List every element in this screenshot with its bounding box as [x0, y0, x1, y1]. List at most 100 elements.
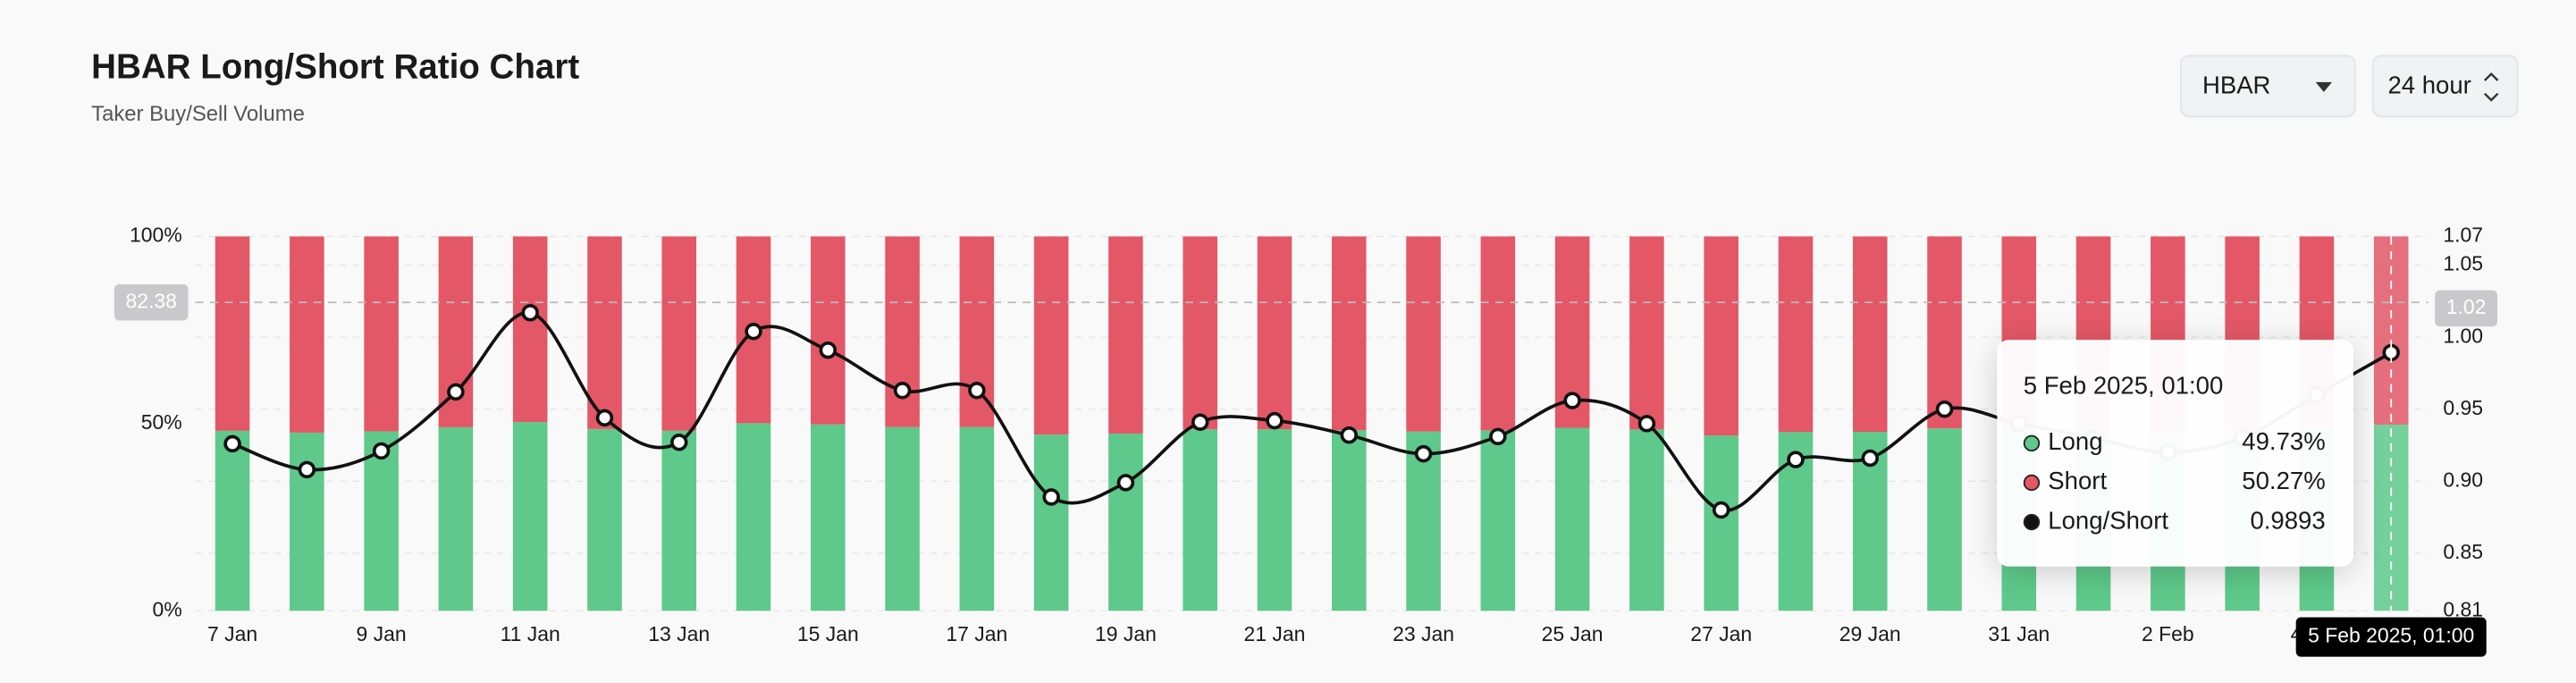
- bar-segment: [1033, 236, 1069, 435]
- ratio-point: [521, 304, 539, 322]
- y2-tick-label: 1.05: [2443, 252, 2483, 275]
- bar-segment: [736, 423, 771, 611]
- tooltip: 5 Feb 2025, 01:00 Long 49.73% Short 50.27% Lo…: [1997, 340, 2353, 567]
- bar-segment: [1480, 236, 1516, 431]
- symbol-select[interactable]: HBAR: [2180, 55, 2356, 118]
- bar-segment: [512, 236, 548, 423]
- tooltip-value: 50.27%: [2242, 467, 2325, 494]
- ratio-point: [968, 382, 986, 400]
- bar-segment: [290, 432, 324, 611]
- x-tick-label: 21 Jan: [1244, 622, 1306, 645]
- bar-segment: [811, 424, 846, 611]
- bar-segment: [1108, 236, 1143, 434]
- bar-segment: [1183, 236, 1217, 430]
- x-tick-label: 15 Jan: [797, 622, 859, 645]
- tooltip-swatch: [2023, 434, 2041, 452]
- bar-segment: [1629, 429, 1664, 611]
- tooltip-series-name: Long/Short: [2048, 506, 2168, 534]
- bar-segment: [587, 428, 622, 611]
- bar-segment: [1406, 236, 1441, 432]
- tooltip-series-name: Short: [2048, 467, 2107, 494]
- ratio-point: [1191, 413, 1209, 431]
- bar-segment: [661, 236, 697, 431]
- ratio-point: [1935, 400, 1954, 418]
- x-tick-label: 19 Jan: [1095, 622, 1157, 645]
- tooltip-series-name: Long: [2048, 427, 2102, 455]
- bar-segment: [1033, 434, 1069, 611]
- bar-segment: [512, 422, 548, 611]
- select-box[interactable]: [2372, 55, 2519, 118]
- crosshair-x-label: 5 Feb 2025, 01:00: [2308, 624, 2474, 647]
- bar-segment: [1257, 236, 1292, 430]
- bar-segment: [1554, 427, 1590, 611]
- bar-segment: [587, 236, 622, 429]
- ratio-point: [1042, 488, 1060, 506]
- ratio-point: [1340, 426, 1359, 444]
- bar-segment: [1331, 236, 1367, 431]
- y2-tick-label: 1.07: [2443, 223, 2483, 247]
- select-box[interactable]: [2180, 55, 2356, 118]
- ratio-point: [1489, 427, 1507, 446]
- x-tick-label: 29 Jan: [1839, 622, 1901, 645]
- ratio-point: [1861, 449, 1879, 468]
- x-tick-label: 23 Jan: [1393, 622, 1454, 645]
- ratio-point: [670, 434, 688, 451]
- bar-segment: [1778, 236, 1814, 433]
- ratio-point: [447, 383, 465, 401]
- x-tick-label: 11 Jan: [501, 622, 560, 645]
- bar-segment: [1257, 429, 1292, 611]
- bar-segment: [1852, 236, 1888, 432]
- ratio-point: [893, 382, 912, 400]
- ratio-point: [372, 442, 391, 460]
- bar-segment: [811, 236, 846, 425]
- bar-segment: [215, 236, 250, 431]
- stepper-icon: [2483, 72, 2499, 102]
- x-tick-label: 2 Feb: [2142, 622, 2194, 645]
- bar-segment: [1480, 430, 1516, 611]
- ratio-point: [1116, 474, 1135, 492]
- chart-subtitle: Taker Buy/Sell Volume: [91, 102, 305, 126]
- y2-tick-label: 0.81: [2443, 597, 2483, 620]
- y2-tick-label: 0.85: [2443, 540, 2483, 563]
- bar-segment: [364, 431, 399, 611]
- ratio-point: [1787, 451, 1805, 468]
- bar-segment: [215, 430, 250, 611]
- select-label[interactable]: HBAR: [2202, 72, 2271, 99]
- x-tick-label: 7 Jan: [207, 622, 257, 645]
- bar-segment: [885, 426, 920, 611]
- bar-segment: [1927, 428, 1962, 611]
- bar-segment: [290, 236, 324, 433]
- ratio-point: [595, 409, 614, 427]
- y-tick-label: 100%: [130, 223, 182, 247]
- select-label[interactable]: 24 hour: [2387, 72, 2471, 99]
- bar-segment: [959, 426, 995, 611]
- crosshair-y2-box: [2435, 290, 2497, 327]
- y2-tick-label: 0.90: [2443, 468, 2483, 491]
- tooltip-box: [1997, 340, 2353, 567]
- tooltip-value: 0.9893: [2250, 506, 2325, 534]
- tooltip-title: 5 Feb 2025, 01:00: [2024, 372, 2224, 400]
- crosshair-y2-label: 1.02: [2446, 295, 2487, 318]
- bar-segment: [438, 426, 474, 611]
- ratio-point: [819, 341, 838, 359]
- ratio-point: [1414, 444, 1433, 463]
- x-tick-label: 25 Jan: [1542, 622, 1604, 645]
- crosshair-y-label: 82.38: [125, 289, 176, 312]
- bar-segment: [1927, 236, 1962, 429]
- crosshair-y-box: [114, 284, 189, 321]
- chart-title: HBAR Long/Short Ratio Chart: [91, 47, 579, 86]
- bar-segment: [364, 236, 399, 432]
- caret-icon: [2315, 81, 2333, 92]
- bar-segment: [1704, 236, 1738, 436]
- ratio-point: [1637, 415, 1656, 433]
- tooltip-swatch: [2023, 474, 2041, 492]
- ratio-point: [1712, 501, 1730, 519]
- bar-segment: [1704, 435, 1738, 611]
- tooltip-value: 49.73%: [2242, 427, 2325, 455]
- x-tick-label: 13 Jan: [648, 622, 710, 645]
- ratio-point: [298, 460, 316, 479]
- y2-tick-label: 0.95: [2443, 396, 2483, 419]
- ratio-point: [745, 323, 762, 341]
- interval-select[interactable]: 24 hour: [2372, 55, 2519, 118]
